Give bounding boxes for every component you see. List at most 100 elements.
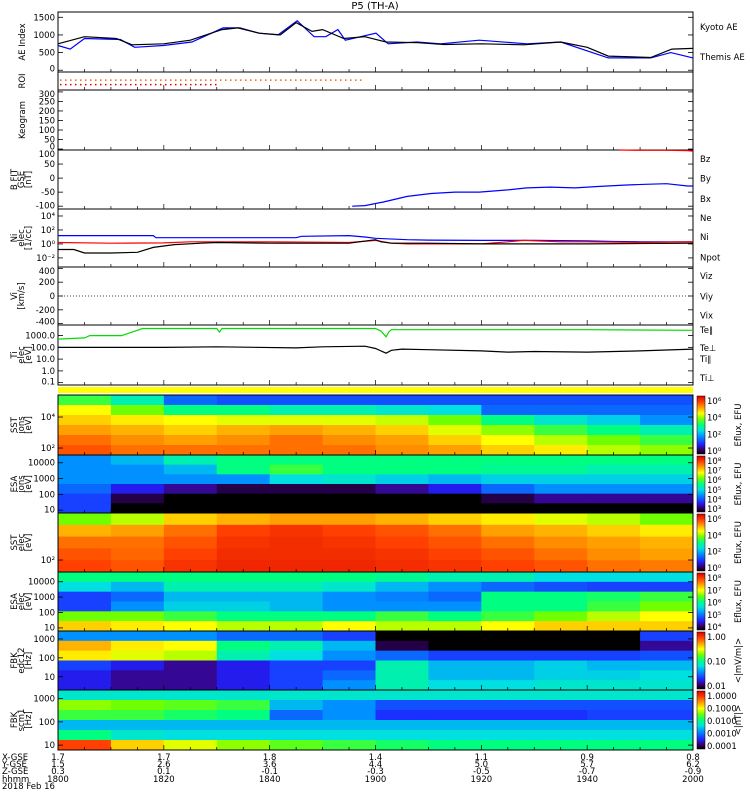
spectrogram-cell xyxy=(58,710,112,721)
spectrogram-cell xyxy=(269,740,324,751)
spectrogram-cell xyxy=(587,680,641,691)
colorbar-tick-label: 0.1000 xyxy=(707,705,737,715)
spectrogram-cell xyxy=(428,536,482,549)
spectrogram-cell xyxy=(58,730,112,741)
y-axis-label: AE Index xyxy=(18,23,28,60)
spectrogram-cell xyxy=(163,601,218,612)
y-axis-label: Keogram xyxy=(18,101,28,139)
spectrogram-cell xyxy=(534,548,588,561)
y-tick-label: 10 xyxy=(44,741,55,751)
legend-label: Ti∥ xyxy=(699,355,712,365)
colorbar-tick-label: 0.0001 xyxy=(707,742,737,752)
legend-label: Kyoto AE xyxy=(700,23,738,33)
spectrogram-cell xyxy=(58,425,112,436)
spectrogram-cell xyxy=(322,710,376,721)
spectrogram-cell xyxy=(110,405,165,416)
spectrogram-cell xyxy=(375,405,429,416)
y-tick-label: 10⁴ xyxy=(41,413,56,423)
spectrogram-cell xyxy=(216,621,271,632)
spectrogram-cell xyxy=(163,474,218,485)
spectrogram-cell xyxy=(428,435,482,446)
spectrogram-cell xyxy=(428,524,482,538)
spectrogram-cell xyxy=(163,730,218,741)
panel-fbk_scm1: 1.0000 0.1000 0.0100 0.0010 0.0001 <|nT|> FBKs… xyxy=(10,689,744,752)
spectrogram-cell xyxy=(163,650,218,661)
y-tick-label: 1500 xyxy=(33,13,55,23)
spectrogram-cell xyxy=(375,740,429,751)
panel-frame xyxy=(57,149,694,210)
spectrogram-cell xyxy=(428,700,482,711)
spectrogram-cell xyxy=(216,700,271,711)
spectrogram-cell xyxy=(640,455,694,466)
spectrogram-cell xyxy=(534,581,588,593)
spectrogram-cell xyxy=(481,601,535,612)
spectrogram-cell xyxy=(216,455,271,466)
colorbar-tick-label: 10⁶ xyxy=(707,476,722,486)
spectrogram-cell xyxy=(163,493,218,504)
spectrogram-cell xyxy=(216,536,271,549)
y-axis-label: ESA xyxy=(10,593,20,610)
spectrogram-cell xyxy=(587,474,641,485)
y-tick-label: 10⁻² xyxy=(36,254,55,264)
y-tick-label: 150 xyxy=(39,116,55,126)
spectrogram-cell xyxy=(269,572,324,583)
spectrogram-cell xyxy=(110,445,165,456)
spectrogram-cell xyxy=(481,435,535,446)
spectrogram-cell xyxy=(163,524,218,538)
spectrogram-cell xyxy=(640,493,694,504)
spectrogram-cell xyxy=(216,484,271,495)
spectrogram-cell xyxy=(322,560,376,573)
spectrogram-cell xyxy=(375,484,429,495)
spectrogram-cell xyxy=(322,650,376,661)
spectrogram-cell xyxy=(640,484,694,495)
spectrogram-cell xyxy=(163,425,218,436)
spectrogram-cell xyxy=(587,660,641,671)
colorbar-tick-label: 10³ xyxy=(707,505,721,515)
spectrogram-cell xyxy=(163,395,218,406)
quality-flag-bar xyxy=(58,387,693,393)
spectrogram-cell xyxy=(587,513,641,526)
ephemeris-value: 5.7 xyxy=(580,760,594,770)
panel-ae: AE Index 1500 1000 500 0 Kyoto AE Themis AE xyxy=(18,11,745,74)
spectrogram-cell xyxy=(110,474,165,485)
series-ni xyxy=(58,239,694,254)
spectrogram-cell xyxy=(322,405,376,416)
spectrogram-cell xyxy=(58,536,112,549)
spectrogram-cell xyxy=(110,536,165,549)
spectrogram-cell xyxy=(269,493,324,504)
y-axis-label: elec xyxy=(17,592,27,610)
y-axis-label: edc12 xyxy=(17,647,27,673)
spectrogram-cell xyxy=(375,660,429,671)
spectrogram-cell xyxy=(375,524,429,538)
ephemeris-value: 6.2 xyxy=(686,760,700,770)
spectrogram-cell xyxy=(640,572,694,583)
colorbar-tick-label: 10⁷ xyxy=(707,467,722,477)
spectrogram-cell xyxy=(58,680,112,691)
spectrogram-cell xyxy=(269,611,324,622)
y-tick-label: 100 xyxy=(39,126,55,136)
spectrogram-cell xyxy=(110,484,165,495)
series-themis-ae xyxy=(57,21,694,59)
y-tick-label: 400 xyxy=(39,267,55,277)
spectrogram-cell xyxy=(481,484,535,495)
spectrogram-cell xyxy=(481,464,535,475)
spectrogram-cell xyxy=(375,640,429,652)
spectrogram-cell xyxy=(375,503,429,514)
y-tick-label: 100.0 xyxy=(31,343,55,353)
spectrogram-cell xyxy=(216,650,271,661)
spectrogram-cell xyxy=(534,503,588,514)
spectrogram-cell xyxy=(58,621,112,632)
spectrogram-cell xyxy=(375,650,429,661)
spectrogram-cell xyxy=(216,740,271,751)
spectrogram-cell xyxy=(269,640,324,652)
spectrogram-cell xyxy=(163,548,218,561)
spectrogram-cell xyxy=(322,572,376,583)
spectrogram-cell xyxy=(110,740,165,751)
y-tick-label: -100 xyxy=(36,201,55,211)
spectrogram-cell xyxy=(163,700,218,711)
